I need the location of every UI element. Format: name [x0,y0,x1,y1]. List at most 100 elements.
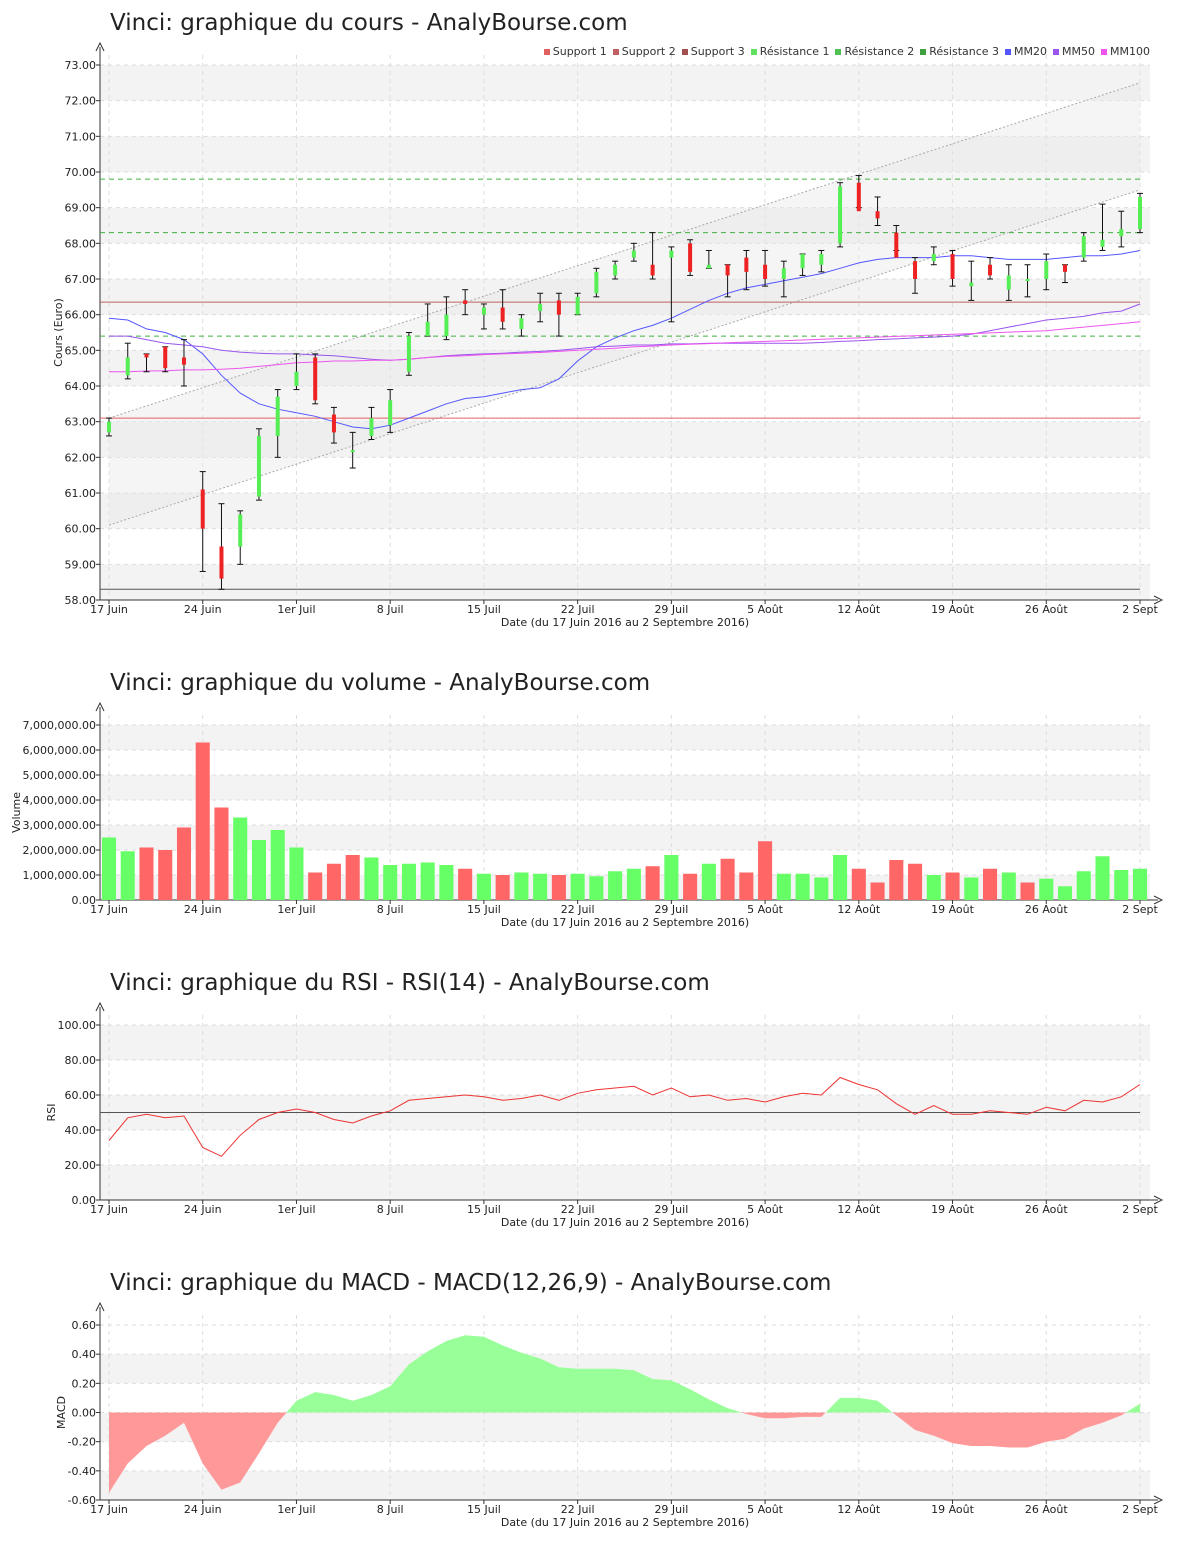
candle [274,389,281,458]
trend-channel [108,82,1141,526]
candle-body [350,450,355,453]
candle-body [481,307,486,315]
x-tick-label: 22 Juil [561,1203,595,1216]
candle-body [838,186,843,244]
candle-body [688,243,693,272]
candle [218,503,225,590]
macd-chart: -0.60 -0.40 -0.20 0.00 0.20 0.40 0.60 17 Juin 24… [55,1301,1164,1529]
candle [424,303,431,337]
x-tick-label: 29 Juil [654,1203,688,1216]
x-tick-label: 5 Août [747,1203,784,1216]
legend-label: Résistance 1 [759,45,830,58]
candle [687,239,694,276]
legend-swatch [1053,48,1060,55]
candle [855,175,862,212]
volume-bar [345,855,360,900]
x-tick-label: 15 Juil [467,903,501,916]
candle [930,246,937,266]
volume-chart-title: Vinci: graphique du volume - AnalyBourse… [110,670,651,696]
candle [124,342,131,380]
volume-bar [120,851,135,900]
candle [180,339,187,387]
y-tick-label: 20.00 [65,1159,97,1172]
x-tick-label: 26 Août [1025,1503,1069,1516]
y-tick-label: 100.00 [58,1019,97,1032]
candle [1043,253,1050,291]
volume-bar [233,817,248,900]
candle-body [538,303,543,312]
candle [537,292,544,323]
volume-bar [964,877,979,900]
volume-bar [833,855,848,900]
candle-body [275,396,280,436]
background-band [100,1470,1150,1500]
candle-body [781,268,786,279]
volume-bar [908,863,923,900]
candle [330,406,337,444]
volume-bar [289,847,304,900]
y-tick-label: 58.00 [65,594,97,607]
candle-body [950,254,955,279]
candle [499,289,506,330]
volume-bar [214,807,229,900]
candle-body [931,254,936,262]
volume-bar [139,847,154,900]
candle-body [1081,236,1086,258]
moving-average-line [108,250,1141,430]
y-axis-label: RSI [45,1104,58,1122]
candle [874,196,881,226]
y-tick-label: -0.20 [68,1436,96,1449]
candle [668,246,675,323]
candle-body [1119,229,1124,237]
volume-bar [195,742,210,900]
volume-bar [1114,870,1129,900]
y-axis-label: Cours (Euro) [52,298,65,367]
legend-item: Support 1 [543,45,607,58]
volume-bar [645,866,660,900]
x-tick-label: 1er Juil [277,903,315,916]
rsi-chart-title: Vinci: graphique du RSI - RSI(14) - Anal… [110,970,710,996]
macd-negative-area [109,1412,287,1493]
background-band [100,775,1150,800]
candle-body [1044,261,1049,279]
x-tick-label: 1er Juil [277,1203,315,1216]
candle-body [1138,196,1142,230]
candle [1005,264,1012,301]
volume-bar [158,850,173,900]
candle [443,296,450,341]
candle [237,510,244,565]
x-tick-label: 19 Août [931,903,975,916]
candle [480,303,487,330]
y-tick-label: 72.00 [65,95,97,108]
candle [1062,264,1069,284]
volume-bar [795,873,810,900]
volume-bar [251,840,266,900]
y-tick-label: 0.20 [72,1377,97,1390]
volume-bar [758,841,773,900]
x-tick-label: 24 Juin [184,903,222,916]
candle [968,260,975,301]
candle [349,431,356,469]
candle-body [463,300,468,304]
candle-body [144,353,149,358]
volume-bar [533,873,548,900]
candle [143,353,150,373]
macd-negative-area [892,1412,1126,1448]
y-tick-label: 69.00 [65,202,97,215]
x-tick-label: 8 Juil [377,1203,404,1216]
candle [612,260,619,280]
x-tick-label: 15 Juil [467,603,501,616]
x-tick-label: 5 Août [747,903,784,916]
legend-swatch [920,48,927,55]
candle-body [219,546,224,579]
volume-bar [476,873,491,900]
volume-bar [326,863,341,900]
macd-positive-area [1125,1403,1140,1413]
volume-bar [308,872,323,900]
volume-bar [1057,886,1073,900]
y-tick-label: 5,000,000.00 [23,769,96,782]
legend-label: MM50 [1062,45,1096,58]
legend-swatch [612,48,619,55]
volume-bar [1020,882,1035,900]
candle [162,346,169,373]
